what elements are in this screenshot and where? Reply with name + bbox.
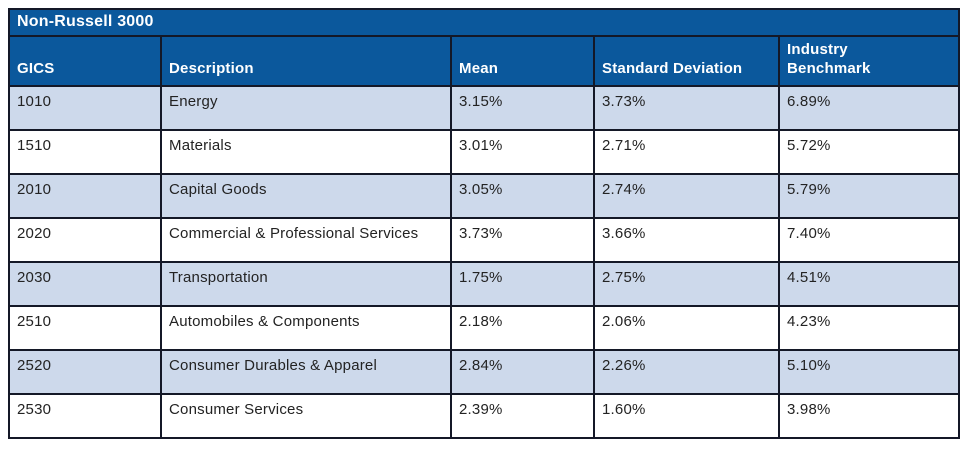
cell-standard-deviation: 2.71% <box>593 128 780 175</box>
cell-description: Automobiles & Components <box>160 304 452 351</box>
cell-standard-deviation: 3.66% <box>593 216 780 263</box>
cell-gics: 2020 <box>8 216 162 263</box>
cell-mean: 3.73% <box>450 216 595 263</box>
cell-description: Consumer Services <box>160 392 452 439</box>
cell-mean: 1.75% <box>450 260 595 307</box>
cell-mean: 3.01% <box>450 128 595 175</box>
table-row-1510: 1510 Materials 3.01% 2.71% 5.72% <box>8 128 961 175</box>
cell-gics: 2520 <box>8 348 162 395</box>
cell-description: Transportation <box>160 260 452 307</box>
cell-mean: 2.18% <box>450 304 595 351</box>
column-header-industry-benchmark: Industry Benchmark <box>777 35 961 87</box>
cell-industry-benchmark: 4.23% <box>777 304 961 351</box>
cell-mean: 2.84% <box>450 348 595 395</box>
table-row-2520: 2520 Consumer Durables & Apparel 2.84% 2… <box>8 348 961 395</box>
cell-industry-benchmark: 6.89% <box>777 84 961 131</box>
cell-industry-benchmark: 4.51% <box>777 260 961 307</box>
cell-mean: 2.39% <box>450 392 595 439</box>
cell-industry-benchmark: 7.40% <box>777 216 961 263</box>
cell-industry-benchmark: 3.98% <box>777 392 961 439</box>
table-header-row: GICS Description Mean Standard Deviation… <box>8 35 961 87</box>
cell-industry-benchmark: 5.72% <box>777 128 961 175</box>
cell-gics: 1510 <box>8 128 162 175</box>
cell-description: Energy <box>160 84 452 131</box>
table-title: Non-Russell 3000 <box>7 8 961 37</box>
cell-description: Consumer Durables & Apparel <box>160 348 452 395</box>
cell-standard-deviation: 2.26% <box>593 348 780 395</box>
cell-gics: 2530 <box>8 392 162 439</box>
cell-standard-deviation: 1.60% <box>593 392 780 439</box>
cell-industry-benchmark: 5.10% <box>777 348 961 395</box>
table-row-2530: 2530 Consumer Services 2.39% 1.60% 3.98% <box>8 392 961 439</box>
cell-description: Commercial & Professional Services <box>160 216 452 263</box>
cell-standard-deviation: 2.74% <box>593 172 780 219</box>
table-row-2010: 2010 Capital Goods 3.05% 2.74% 5.79% <box>8 172 961 219</box>
column-header-mean: Mean <box>450 35 595 87</box>
cell-mean: 3.15% <box>450 84 595 131</box>
column-header-description: Description <box>160 35 452 87</box>
cell-standard-deviation: 3.73% <box>593 84 780 131</box>
non-russell-3000-table: Non-Russell 3000 GICS Description Mean S… <box>7 8 961 439</box>
cell-description: Materials <box>160 128 452 175</box>
statistics-table-container: Non-Russell 3000 GICS Description Mean S… <box>7 8 961 439</box>
column-header-gics: GICS <box>8 35 162 87</box>
column-header-standard-deviation: Standard Deviation <box>593 35 780 87</box>
cell-gics: 2030 <box>8 260 162 307</box>
table-row-2020: 2020 Commercial & Professional Services … <box>8 216 961 263</box>
table-row-2510: 2510 Automobiles & Components 2.18% 2.06… <box>8 304 961 351</box>
cell-gics: 2010 <box>8 172 162 219</box>
cell-gics: 2510 <box>8 304 162 351</box>
column-header-industry-benchmark-label: Industry Benchmark <box>787 41 871 77</box>
table-row-2030: 2030 Transportation 1.75% 2.75% 4.51% <box>8 260 961 307</box>
cell-gics: 1010 <box>8 84 162 131</box>
table-row-1010: 1010 Energy 3.15% 3.73% 6.89% <box>8 84 961 131</box>
cell-mean: 3.05% <box>450 172 595 219</box>
cell-standard-deviation: 2.75% <box>593 260 780 307</box>
cell-industry-benchmark: 5.79% <box>777 172 961 219</box>
table-title-row: Non-Russell 3000 <box>7 8 961 37</box>
cell-standard-deviation: 2.06% <box>593 304 780 351</box>
cell-description: Capital Goods <box>160 172 452 219</box>
